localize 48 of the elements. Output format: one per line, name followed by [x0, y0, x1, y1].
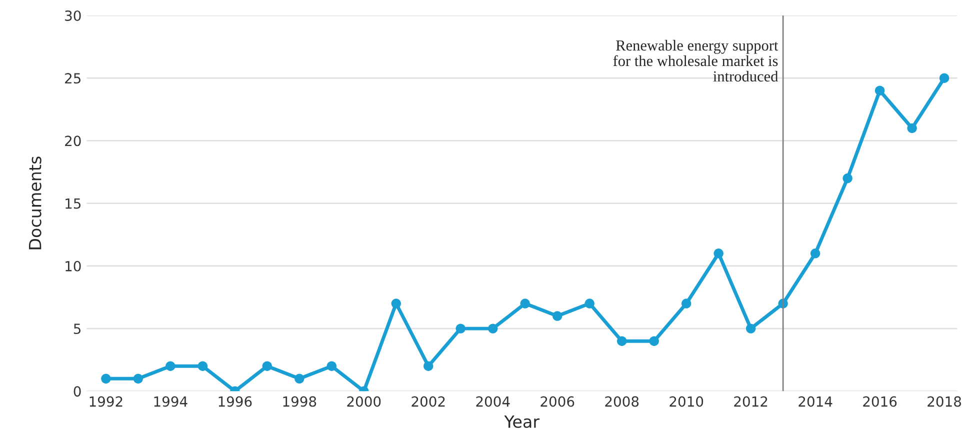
x-tick-label: 2018 [928, 396, 962, 407]
x-tick-label: 2002 [412, 396, 445, 407]
x-tick-label: 2016 [863, 396, 897, 407]
y-tick-label: 5 [74, 324, 81, 334]
point [552, 311, 562, 321]
point [939, 73, 950, 83]
ref-line-label: Renewable energy support for the wholesale market is introduced [613, 40, 778, 82]
y-axis-title: Documents [28, 156, 42, 250]
x-tick-label: 2010 [670, 396, 704, 407]
x-tick-label: 2006 [540, 396, 574, 407]
point [810, 248, 820, 258]
point [166, 361, 176, 371]
point [424, 361, 434, 371]
point [616, 336, 627, 346]
x-tick-label: 2008 [605, 396, 639, 407]
point [101, 374, 111, 384]
x-tick-label: 2000 [347, 396, 381, 407]
x-tick-label: 2014 [798, 396, 832, 407]
x-tick-label: 1994 [154, 396, 188, 407]
point [294, 374, 304, 384]
y-tick-label: 0 [74, 386, 81, 397]
y-tick-label: 15 [66, 198, 81, 209]
y-tick-label: 30 [65, 10, 81, 21]
point [746, 324, 756, 334]
point [714, 248, 724, 258]
point [681, 298, 692, 308]
point [326, 361, 336, 371]
x-tick-label: 1992 [90, 396, 122, 407]
point [456, 324, 466, 334]
y-tick-label: 10 [66, 260, 81, 272]
point [584, 298, 594, 308]
point [520, 298, 530, 308]
point [488, 324, 498, 334]
point [842, 173, 852, 184]
point [874, 86, 885, 96]
x-tick-label: 2004 [476, 396, 510, 407]
point [391, 298, 401, 308]
point [198, 361, 208, 371]
x-axis-title: Year [504, 416, 540, 428]
x-tick-label: 1996 [218, 396, 252, 407]
point [649, 336, 659, 346]
point [262, 361, 272, 371]
point [133, 374, 144, 384]
x-tick-label: 1998 [283, 396, 316, 407]
y-tick-label: 25 [65, 73, 81, 84]
y-tick-label: 20 [65, 136, 81, 146]
x-tick-label: 2012 [734, 396, 768, 407]
point [907, 123, 917, 134]
